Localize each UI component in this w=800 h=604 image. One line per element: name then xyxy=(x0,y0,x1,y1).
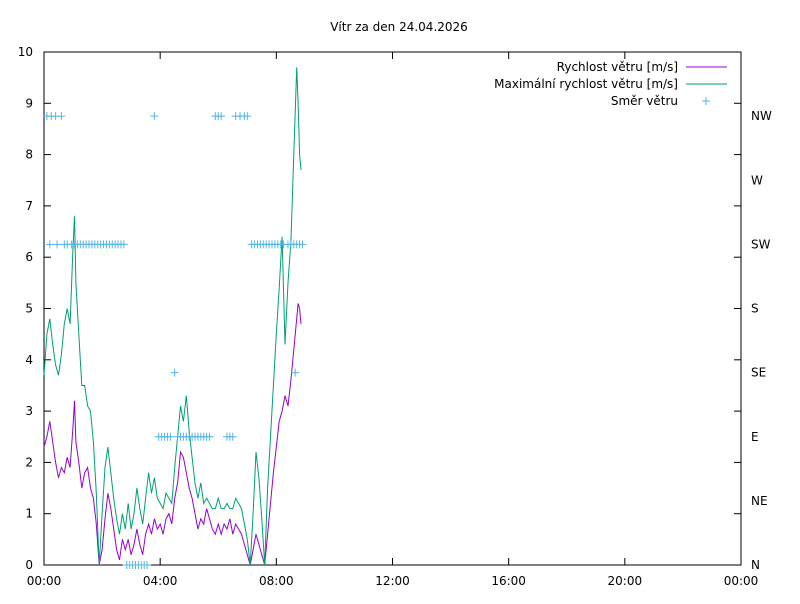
direction-point xyxy=(298,240,307,249)
speed-line xyxy=(43,303,302,566)
y-tick-label: 8 xyxy=(25,148,33,162)
direction-point xyxy=(170,368,179,377)
y-tick-label: 10 xyxy=(18,45,33,59)
direction-tick-label: NE xyxy=(751,494,768,508)
direction-point xyxy=(243,112,252,121)
legend-label: Maximální rychlost větru [m/s] xyxy=(494,77,678,91)
direction-tick-label: S xyxy=(751,302,759,316)
direction-point xyxy=(57,112,66,121)
y-tick-label: 1 xyxy=(25,507,33,521)
direction-point xyxy=(228,432,237,441)
direction-tick-label: E xyxy=(751,430,759,444)
y-tick-label: 5 xyxy=(25,302,33,316)
direction-point xyxy=(217,112,226,121)
direction-tick-label: N xyxy=(751,558,760,572)
x-tick-label: 08:00 xyxy=(259,574,294,588)
x-tick-label: 12:00 xyxy=(375,574,410,588)
direction-tick-label: SW xyxy=(751,237,771,251)
y-tick-label: 9 xyxy=(25,96,33,110)
x-tick-label: 20:00 xyxy=(608,574,643,588)
series-layer xyxy=(42,67,307,569)
y-tick-label: 6 xyxy=(25,250,33,264)
x-tick-label: 16:00 xyxy=(491,574,526,588)
y-tick-label: 7 xyxy=(25,199,33,213)
direction-tick-label: SE xyxy=(751,366,766,380)
max-speed-line xyxy=(43,67,302,566)
y-right-axis: N NE E SE S SW W NW xyxy=(751,109,772,572)
direction-point xyxy=(45,240,54,249)
direction-point xyxy=(150,112,159,121)
direction-point xyxy=(53,240,62,249)
plot-frame xyxy=(43,51,742,566)
y-tick-label: 4 xyxy=(25,353,33,367)
legend-marker xyxy=(702,97,710,105)
direction-point xyxy=(143,561,152,569)
x-tick-label: 00:00 xyxy=(27,574,62,588)
direction-point xyxy=(291,368,300,377)
direction-tick-label: NW xyxy=(751,109,772,123)
x-tick-label: 00:00 xyxy=(724,574,759,588)
legend: Rychlost větru [m/s] Maximální rychlost v… xyxy=(494,60,727,108)
chart-title: Vítr za den 24.04.2026 xyxy=(330,20,468,34)
y-tick-label: 2 xyxy=(25,455,33,469)
y-left-axis: 0 1 2 3 4 5 6 7 8 9 10 xyxy=(18,45,741,572)
x-axis: 00:00 04:00 08:00 12:00 16:00 20:00 00:00 xyxy=(27,52,759,588)
legend-label: Směr větru xyxy=(611,94,678,108)
direction-point xyxy=(205,432,214,441)
y-tick-label: 3 xyxy=(25,404,33,418)
x-tick-label: 04:00 xyxy=(143,574,178,588)
direction-point xyxy=(166,432,175,441)
direction-tick-label: W xyxy=(751,173,763,187)
direction-point xyxy=(119,240,128,249)
y-tick-label: 0 xyxy=(25,558,33,572)
legend-label: Rychlost větru [m/s] xyxy=(557,60,678,74)
